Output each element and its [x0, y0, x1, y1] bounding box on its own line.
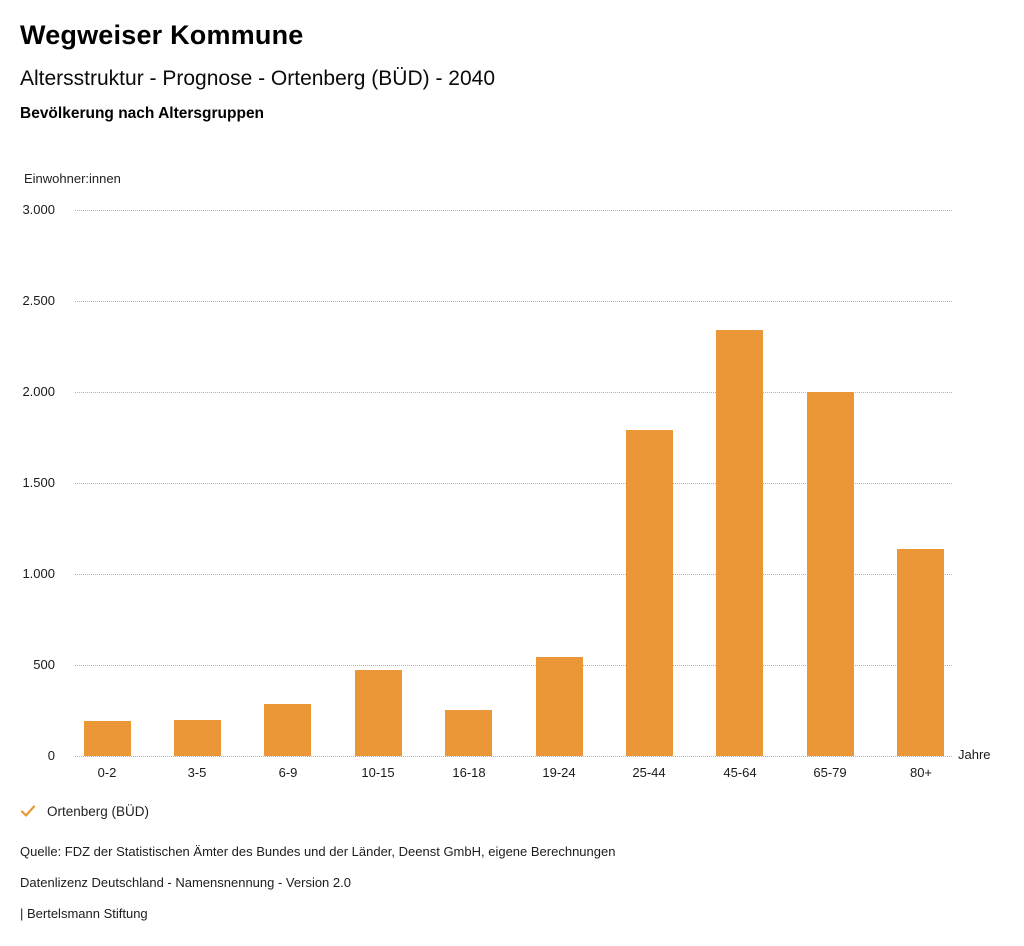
bar-25-44[interactable]	[626, 430, 673, 756]
y-tick-label: 0	[47, 748, 55, 763]
bar-0-2[interactable]	[84, 721, 131, 756]
bar-80+[interactable]	[897, 549, 944, 756]
plot-area	[75, 210, 952, 757]
chart-heading: Bevölkerung nach Altersgruppen	[20, 105, 265, 122]
x-tick-label: 65-79	[813, 765, 847, 780]
page-subtitle: Altersstruktur - Prognose - Ortenberg (B…	[20, 67, 496, 90]
x-tick-label: 6-9	[278, 765, 298, 780]
bar-3-5[interactable]	[174, 720, 221, 756]
gridline	[75, 574, 952, 575]
gridline	[75, 210, 952, 211]
gridline	[75, 665, 952, 666]
bar-65-79[interactable]	[807, 392, 854, 756]
y-tick-label: 3.000	[22, 202, 55, 217]
check-icon	[20, 803, 36, 819]
bar-16-18[interactable]	[445, 710, 492, 756]
gridline	[75, 301, 952, 302]
x-tick-label: 0-2	[97, 765, 117, 780]
legend-item-ortenberg[interactable]: Ortenberg (BÜD)	[20, 803, 149, 819]
y-axis-title: Einwohner:innen	[24, 171, 121, 186]
page-title: Wegweiser Kommune	[20, 20, 304, 50]
y-tick-label: 2.000	[22, 384, 55, 399]
x-tick-label: 80+	[909, 765, 933, 780]
gridline	[75, 392, 952, 393]
y-tick-label: 1.500	[22, 475, 55, 490]
footer-source: Quelle: FDZ der Statistischen Ämter des …	[20, 844, 616, 859]
legend-label: Ortenberg (BÜD)	[47, 803, 150, 819]
gridline	[75, 756, 952, 757]
x-tick-label: 16-18	[452, 765, 486, 780]
footer-license: Datenlizenz Deutschland - Namensnennung …	[20, 875, 351, 890]
y-tick-label: 500	[33, 657, 55, 672]
y-tick-label: 2.500	[22, 293, 55, 308]
x-tick-label: 25-44	[632, 765, 666, 780]
bar-6-9[interactable]	[264, 704, 311, 756]
x-tick-label: 45-64	[723, 765, 757, 780]
footer-publisher: | Bertelsmann Stiftung	[20, 906, 148, 921]
bar-45-64[interactable]	[716, 330, 763, 756]
y-tick-label: 1.000	[22, 566, 55, 581]
bar-10-15[interactable]	[355, 670, 402, 756]
x-tick-label: 10-15	[361, 765, 395, 780]
x-axis-unit-label: Jahre	[958, 747, 991, 762]
gridline	[75, 483, 952, 484]
x-tick-label: 19-24	[542, 765, 576, 780]
bar-19-24[interactable]	[536, 657, 583, 756]
x-tick-label: 3-5	[187, 765, 207, 780]
